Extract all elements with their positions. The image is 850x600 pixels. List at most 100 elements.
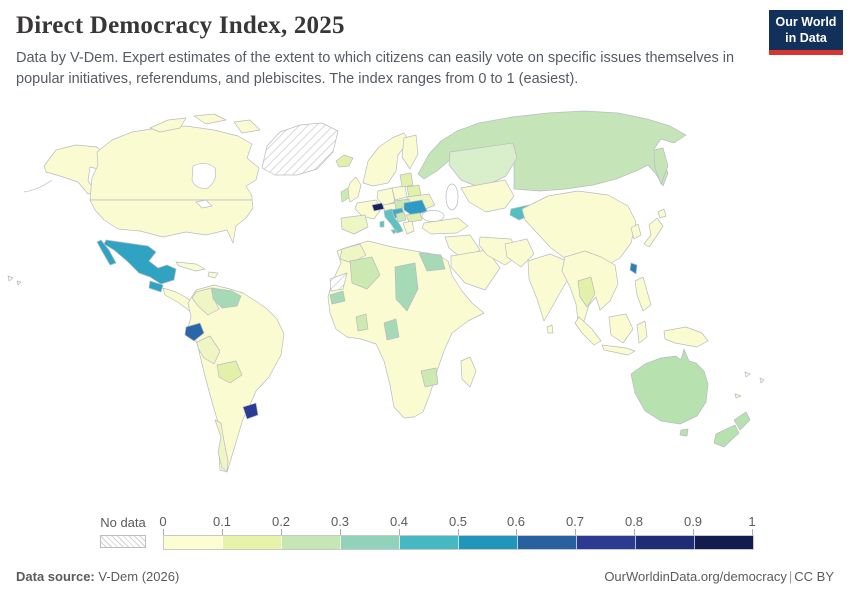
- region-philippines[interactable]: [634, 276, 652, 312]
- legend-tick-label: 0.9: [683, 514, 703, 529]
- region-gabon[interactable]: [383, 318, 400, 341]
- region-mali[interactable]: [349, 256, 381, 290]
- legend-tick-mark: [634, 529, 635, 535]
- legend-tick-mark: [458, 529, 459, 535]
- region-senegal[interactable]: [329, 290, 346, 305]
- region-chad[interactable]: [394, 262, 419, 312]
- region-poland[interactable]: [391, 185, 408, 201]
- region-sulawesi[interactable]: [636, 320, 648, 344]
- region-greece[interactable]: [402, 220, 415, 235]
- region-switzerland[interactable]: [371, 202, 385, 212]
- region-venezuela[interactable]: [211, 287, 242, 309]
- region-ecuador[interactable]: [184, 322, 205, 342]
- region-hispaniola[interactable]: [207, 271, 219, 279]
- region-iceland[interactable]: [335, 154, 354, 168]
- legend-bin-3[interactable]: [341, 536, 400, 549]
- legend-tick-label: 0.5: [448, 514, 468, 529]
- region-turkey[interactable]: [421, 217, 469, 235]
- region-pacific-islands[interactable]: [734, 371, 765, 399]
- region-japan[interactable]: [643, 208, 667, 248]
- legend-bin-2[interactable]: [282, 536, 341, 549]
- region-alaska[interactable]: [43, 144, 107, 195]
- no-data-label: No data: [100, 515, 146, 530]
- legend-tick-mark: [399, 529, 400, 535]
- legend-tick-mark: [222, 529, 223, 535]
- legend-bin-9[interactable]: [695, 536, 753, 549]
- region-zimbabwe[interactable]: [420, 367, 439, 388]
- region-kamchatka[interactable]: [653, 147, 669, 185]
- region-borneo[interactable]: [608, 313, 634, 344]
- legend-tick-label: 1: [748, 514, 756, 529]
- region-ghana[interactable]: [355, 313, 369, 332]
- legend-tick-label: 0.8: [624, 514, 644, 529]
- legend-bin-8[interactable]: [636, 536, 695, 549]
- region-australia[interactable]: [630, 348, 709, 425]
- region-serbia[interactable]: [395, 211, 407, 223]
- region-canadian-arctic[interactable]: [149, 113, 261, 134]
- region-finland[interactable]: [401, 134, 419, 170]
- region-ireland[interactable]: [340, 187, 350, 203]
- region-korea[interactable]: [630, 223, 642, 240]
- region-baltics[interactable]: [399, 172, 414, 188]
- region-canada[interactable]: [89, 125, 260, 201]
- owid-logo[interactable]: Our World in Data: [769, 10, 843, 56]
- legend-tick-mark: [752, 529, 753, 535]
- legend-bin-7[interactable]: [577, 536, 636, 549]
- footer-source-value: V-Dem (2026): [94, 569, 180, 584]
- region-sri-lanka[interactable]: [546, 324, 554, 334]
- hudson-bay: [191, 163, 217, 189]
- legend-tick-label: 0.6: [506, 514, 526, 529]
- region-morocco[interactable]: [339, 243, 367, 264]
- region-tasmania[interactable]: [679, 428, 689, 437]
- chart-title: Direct Democracy Index, 2025: [16, 12, 345, 39]
- region-china[interactable]: [521, 190, 637, 270]
- region-cuba[interactable]: [175, 261, 206, 272]
- region-bolivia[interactable]: [216, 360, 243, 384]
- legend-tick-mark: [693, 529, 694, 535]
- region-guatemala[interactable]: [148, 280, 164, 293]
- region-bulgaria[interactable]: [405, 212, 423, 223]
- legend-bin-5[interactable]: [459, 536, 518, 549]
- owid-logo-line1: Our World: [775, 15, 837, 29]
- region-italy[interactable]: [379, 208, 404, 235]
- footer-link[interactable]: OurWorldinData.org/democracy: [604, 569, 787, 584]
- region-sumatra[interactable]: [574, 316, 602, 346]
- region-madagascar[interactable]: [460, 356, 477, 388]
- legend-tick-label: 0.1: [212, 514, 232, 529]
- region-new-zealand[interactable]: [713, 411, 751, 448]
- region-taiwan[interactable]: [629, 262, 638, 275]
- region-iberia[interactable]: [340, 214, 369, 235]
- legend-bin-4[interactable]: [400, 536, 459, 549]
- legend-bin-6[interactable]: [518, 536, 577, 549]
- region-new-guinea[interactable]: [663, 326, 709, 348]
- region-thailand[interactable]: [577, 276, 596, 308]
- black-sea: [421, 210, 445, 222]
- footer-license[interactable]: CC BY: [794, 569, 834, 584]
- footer-separator: |: [788, 569, 793, 584]
- no-data-swatch[interactable]: [100, 535, 146, 548]
- aleutian-islands: [23, 179, 53, 193]
- region-java[interactable]: [601, 344, 636, 356]
- region-colombia[interactable]: [191, 287, 220, 316]
- owid-logo-line2: in Data: [785, 30, 827, 45]
- legend-bin-0[interactable]: [164, 536, 223, 549]
- region-western-sahara[interactable]: [329, 272, 348, 292]
- footer-source-label: Data source:: [16, 569, 95, 584]
- region-hawaii[interactable]: [7, 275, 22, 286]
- legend-bin-1[interactable]: [223, 536, 282, 549]
- region-usa[interactable]: [89, 199, 254, 244]
- region-mexico[interactable]: [96, 239, 177, 285]
- region-uruguay[interactable]: [242, 402, 259, 420]
- legend-tick-mark: [281, 529, 282, 535]
- region-central-asia[interactable]: [460, 179, 515, 213]
- region-greenland[interactable]: [261, 122, 339, 176]
- region-india[interactable]: [527, 253, 572, 322]
- region-egypt[interactable]: [418, 252, 446, 272]
- region-pakistan-afghanistan[interactable]: [504, 238, 535, 268]
- region-chile[interactable]: [214, 419, 229, 472]
- region-peru[interactable]: [196, 335, 221, 365]
- legend-tick-label: 0.7: [565, 514, 585, 529]
- legend-tick-label: 0: [159, 514, 167, 529]
